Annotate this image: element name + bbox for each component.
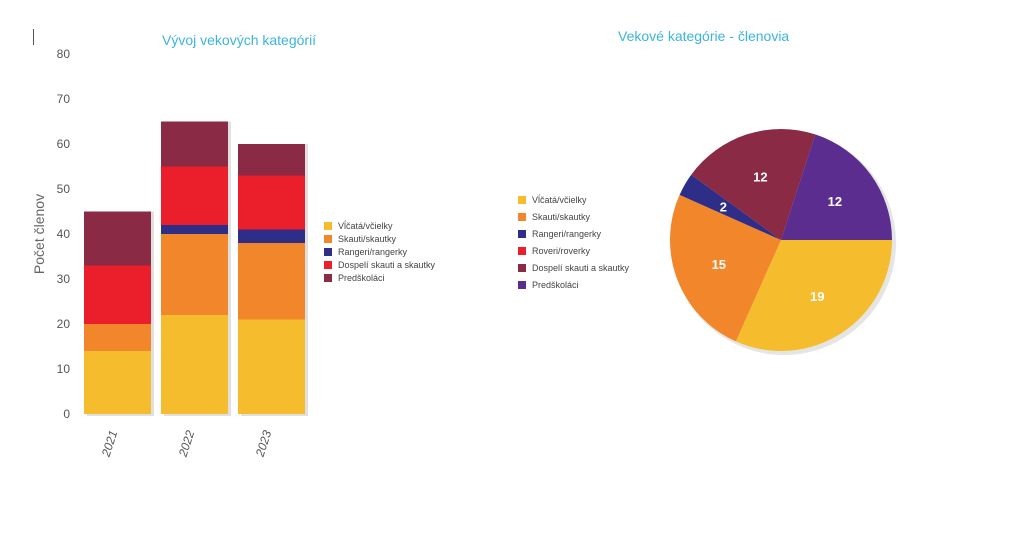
legend-label: Skauti/skautky	[338, 233, 397, 244]
x-tick-label: 2023	[252, 428, 274, 459]
legend-swatch	[518, 280, 526, 289]
y-tick-label: 50	[57, 182, 71, 196]
legend-item: Vĺčatá/včielky	[324, 219, 435, 232]
bar-segment	[238, 319, 305, 414]
legend-item: Rangeri/rangerky	[518, 225, 629, 242]
legend-item: Dospelí skauti a skautky	[518, 259, 629, 276]
bar-segment	[238, 243, 305, 320]
legend-label: Vĺčatá/včielky	[338, 220, 393, 231]
bar-chart-legend: Vĺčatá/včielky Skauti/skautky Rangeri/rang…	[324, 219, 435, 284]
legend-label: Skauti/skautky	[532, 211, 591, 222]
legend-swatch	[518, 229, 526, 238]
bar-segment	[238, 175, 305, 230]
pie-slice-label: 12	[753, 170, 767, 185]
legend-label: Roveri/roverky	[532, 245, 591, 256]
bar-segment	[238, 144, 305, 176]
legend-item: Predškoláci	[518, 276, 629, 293]
legend-swatch	[324, 273, 332, 282]
legend-item: Vĺčatá/včielky	[518, 191, 629, 208]
legend-swatch	[518, 263, 526, 272]
pie-slice-label: 15	[712, 257, 726, 272]
y-tick-label: 70	[57, 92, 71, 106]
pie-slice	[691, 129, 816, 240]
legend-item: Predškoláci	[324, 271, 435, 284]
legend-label: Rangeri/rangerky	[338, 246, 408, 257]
y-tick-label: 20	[57, 317, 71, 331]
x-tick-label: 2022	[175, 428, 197, 459]
pie-slice-label: 12	[828, 194, 842, 209]
y-tick-label: 40	[57, 227, 71, 241]
bar-segment	[161, 315, 228, 414]
pie-slice	[679, 174, 781, 240]
y-tick-label: 30	[57, 272, 71, 286]
bar-segment	[161, 225, 228, 234]
y-tick-label: 0	[63, 407, 70, 421]
legend-item: Roveri/roverky	[518, 242, 629, 259]
legend-label: Predškoláci	[532, 279, 579, 290]
y-tick-label: 60	[57, 137, 71, 151]
legend-label: Dospelí skauti a skautky	[532, 262, 630, 273]
legend-swatch	[518, 212, 526, 221]
y-tick-label: 10	[57, 362, 71, 376]
legend-swatch	[324, 247, 332, 256]
bar-chart-title: Vývoj vekových kategórií	[162, 32, 317, 48]
pie-chart-title: Vekové kategórie - členovia	[618, 28, 790, 44]
legend-item: Dospelí skauti a skautky	[324, 258, 435, 271]
bar-segment	[84, 211, 151, 266]
bar-segment	[161, 121, 228, 167]
text-cursor	[33, 29, 34, 45]
legend-item: Skauti/skautky	[324, 232, 435, 245]
bar-segment	[161, 166, 228, 225]
legend-label: Rangeri/rangerky	[532, 228, 602, 239]
legend-swatch	[324, 221, 332, 230]
bar-segment	[238, 229, 305, 243]
bar-segment	[84, 324, 151, 351]
legend-swatch	[518, 246, 526, 255]
bar-segment	[161, 234, 228, 315]
legend-swatch	[518, 195, 526, 204]
pie-slice	[735, 240, 892, 352]
y-axis-title: Počet členov	[31, 194, 47, 274]
pie-slice-label: 19	[810, 289, 824, 304]
x-tick-label: 2021	[98, 429, 120, 460]
legend-label: Predškoláci	[338, 272, 385, 283]
legend-swatch	[324, 260, 332, 269]
bar-segment	[84, 351, 151, 414]
pie-chart-legend: Vĺčatá/včielky Skauti/skautky Rangeri/rang…	[518, 191, 629, 293]
pie-slice	[781, 134, 892, 240]
legend-item: Skauti/skautky	[518, 208, 629, 225]
legend-label: Dospelí skauti a skautky	[338, 259, 436, 270]
legend-item: Rangeri/rangerky	[324, 245, 435, 258]
legend-swatch	[324, 234, 332, 243]
pie-slice	[670, 194, 781, 342]
pie-slice-label: 2	[720, 200, 727, 215]
legend-label: Vĺčatá/včielky	[532, 194, 587, 205]
bar-segment	[84, 265, 151, 324]
y-tick-label: 80	[57, 47, 71, 61]
